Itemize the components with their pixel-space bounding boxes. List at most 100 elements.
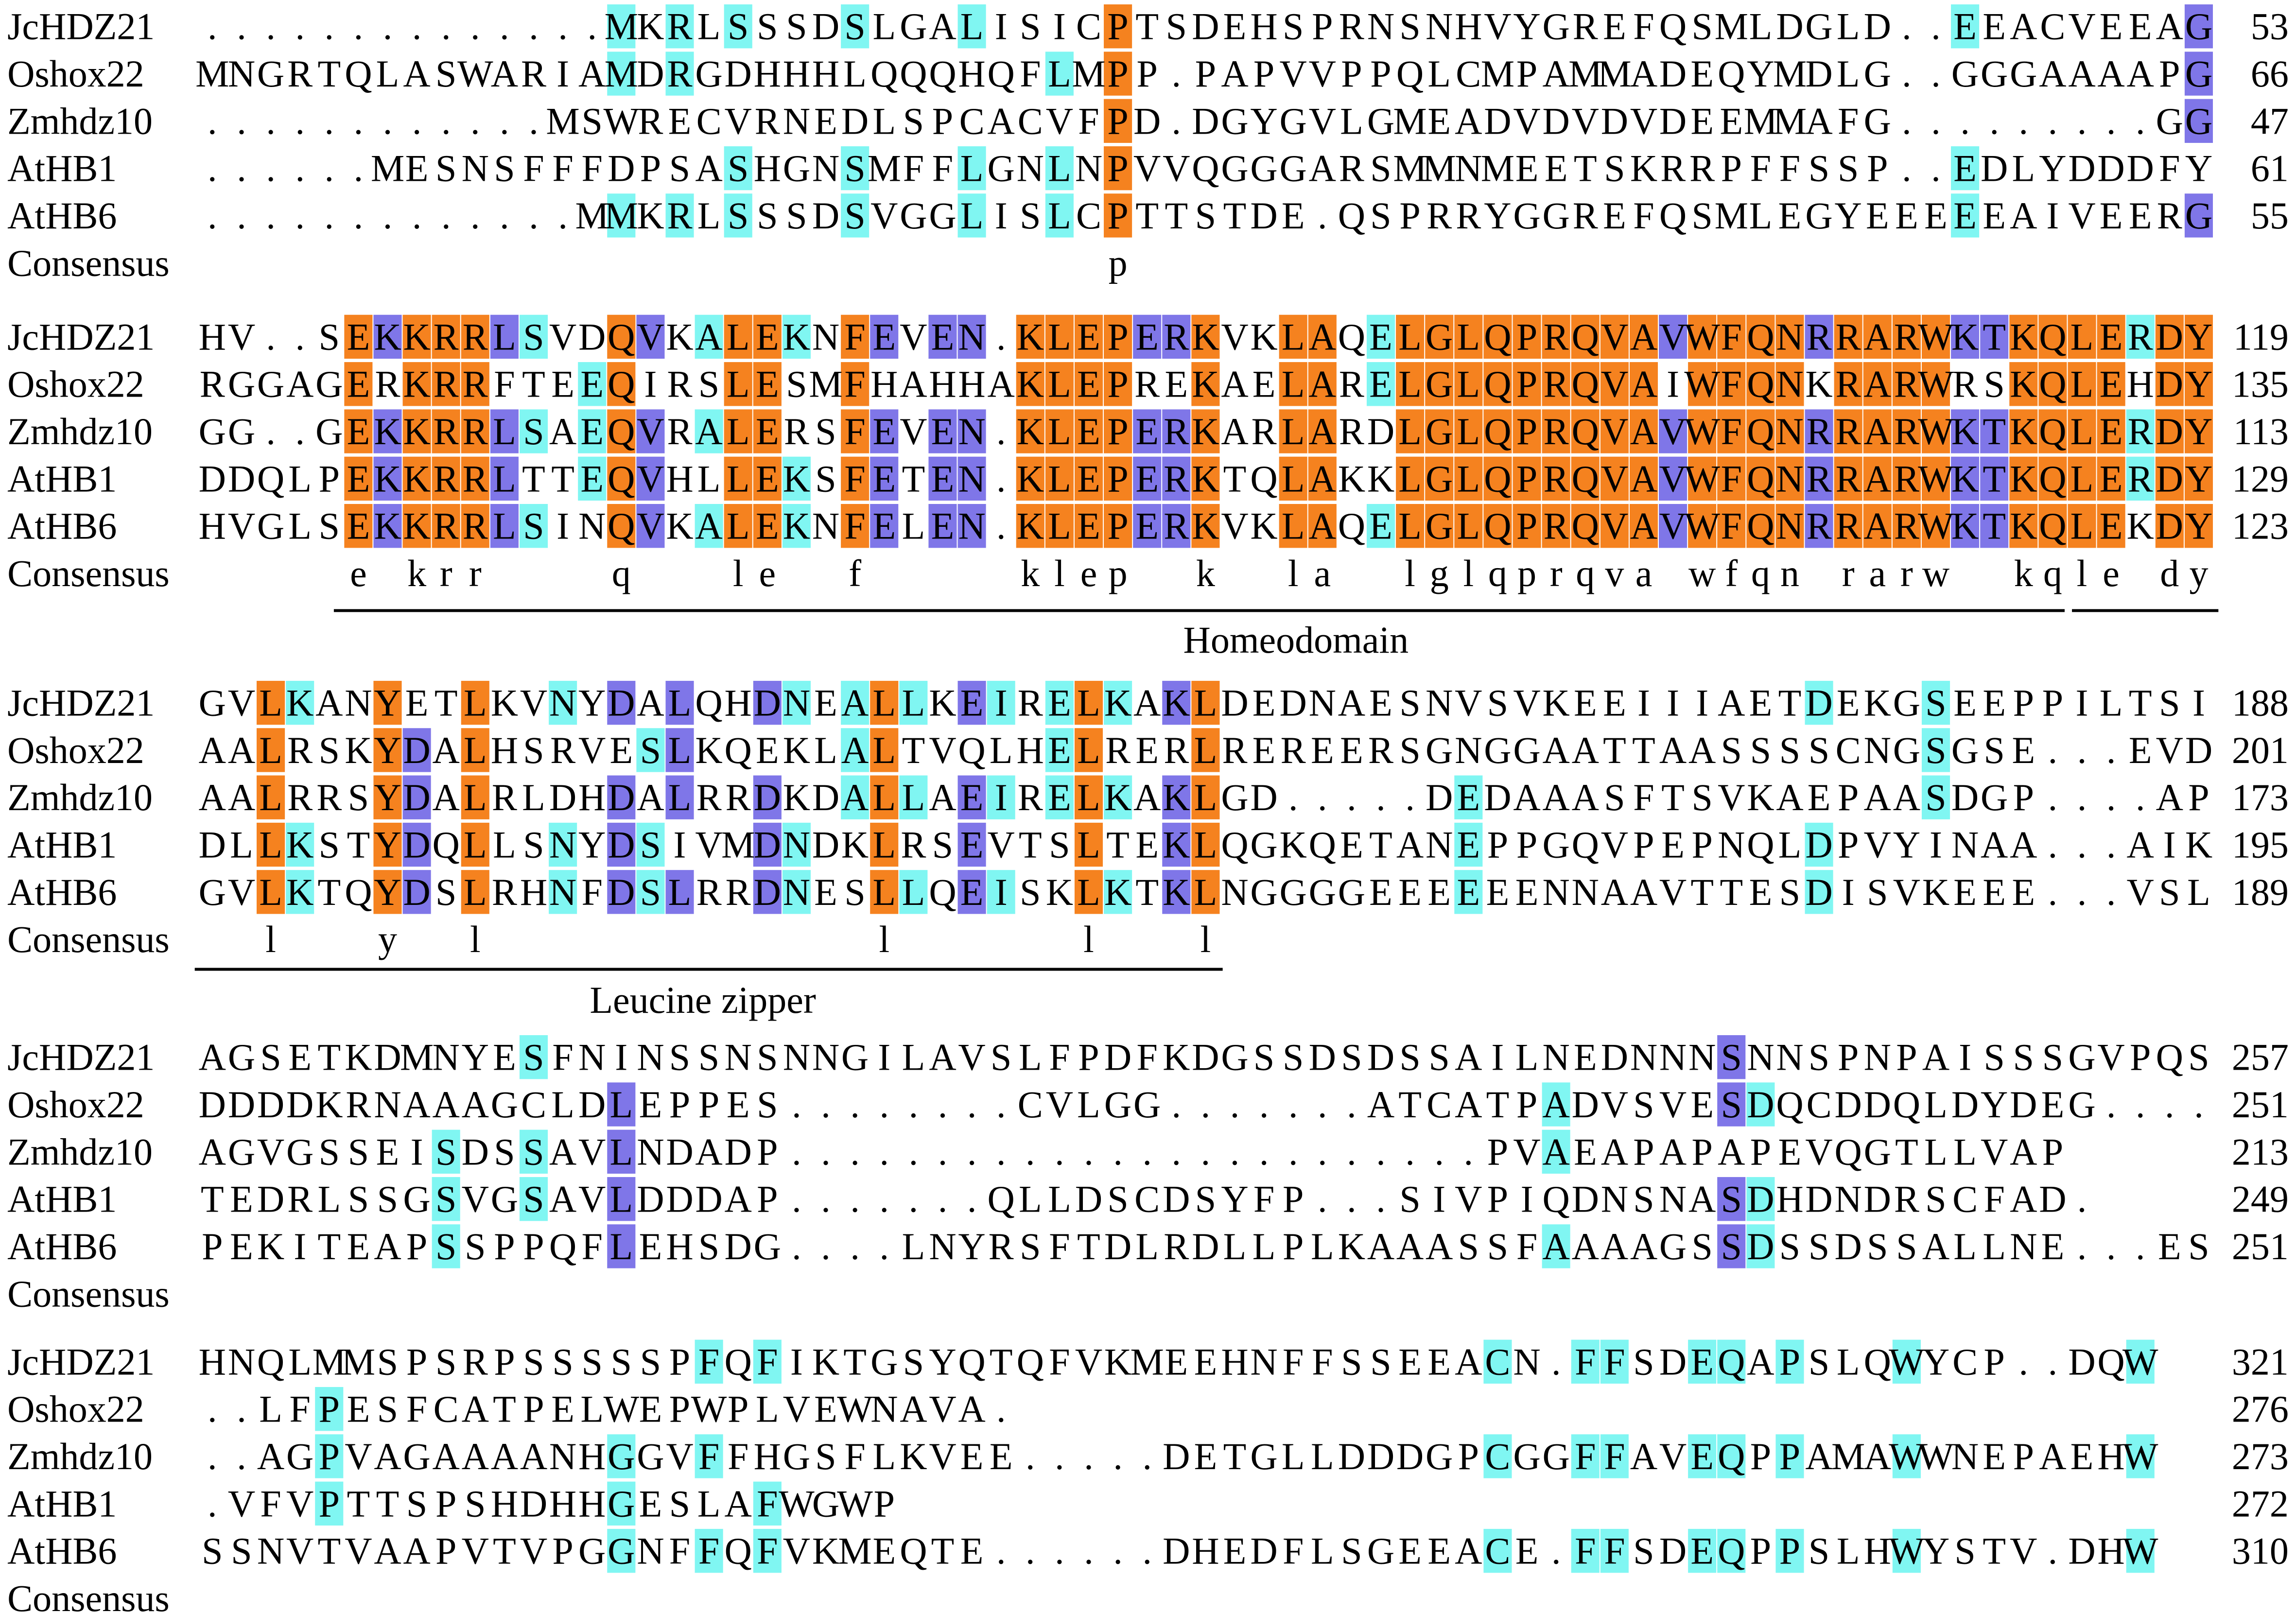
residue-count: 273	[2232, 1435, 2289, 1477]
residue-highlight	[607, 409, 636, 453]
residue-highlight	[1571, 409, 1600, 453]
residue-highlight	[373, 409, 402, 453]
residue-count: 310	[2232, 1530, 2289, 1572]
consensus: p	[208, 242, 1128, 284]
residue-highlight	[1366, 314, 1395, 359]
residue-highlight	[1483, 456, 1512, 501]
residue-highlight	[1191, 362, 1220, 406]
residue-highlight	[695, 1434, 723, 1478]
residue-highlight	[1162, 503, 1191, 548]
residue-highlight	[987, 775, 1015, 819]
residue-highlight	[1542, 409, 1570, 453]
residue-highlight	[1483, 409, 1512, 453]
residue-highlight	[2038, 362, 2067, 406]
domain-label: Leucine zipper	[590, 979, 816, 1021]
residue-highlight	[1162, 456, 1191, 501]
residue-highlight	[1308, 362, 1337, 406]
consensus: l y l l l l	[208, 918, 1211, 960]
residue-highlight	[1513, 409, 1541, 453]
residue-highlight	[519, 314, 548, 359]
residue-highlight	[1308, 409, 1337, 453]
residue-highlight	[490, 456, 519, 501]
residue-highlight	[1775, 1434, 1804, 1478]
sequence: ..LFPESFCATPELWEPWPLVEWNAVA.	[208, 1388, 1006, 1430]
residue-highlight	[1921, 728, 1950, 772]
residue-highlight	[1104, 409, 1132, 453]
sequence-name: AtHB1	[7, 457, 117, 500]
residue-highlight	[1045, 503, 1074, 548]
residue-highlight	[1688, 503, 1717, 548]
residue-highlight	[1308, 503, 1337, 548]
residue-highlight	[461, 870, 489, 914]
residue-highlight	[928, 456, 957, 501]
residue-highlight	[724, 146, 752, 191]
residue-highlight	[1104, 503, 1132, 548]
residue-highlight	[1834, 314, 1862, 359]
residue-highlight	[753, 680, 782, 725]
residue-highlight	[636, 456, 665, 501]
residue-highlight	[1133, 456, 1162, 501]
residue-highlight	[1454, 362, 1483, 406]
residue-highlight	[1162, 314, 1191, 359]
residue-highlight	[1746, 409, 1775, 453]
residue-highlight	[2126, 1434, 2155, 1478]
residue-highlight	[432, 503, 460, 548]
residue-highlight	[1074, 870, 1103, 914]
residue-highlight	[1104, 146, 1132, 191]
residue-highlight	[373, 503, 402, 548]
residue-highlight	[1980, 314, 2009, 359]
residue-highlight	[899, 870, 928, 914]
residue-highlight	[461, 775, 489, 819]
residue-highlight	[1571, 314, 1600, 359]
residue-highlight	[1600, 314, 1629, 359]
residue-highlight	[957, 822, 986, 867]
residue-highlight	[344, 456, 373, 501]
residue-highlight	[1717, 409, 1746, 453]
residue-highlight	[315, 1387, 344, 1431]
residue-highlight	[286, 870, 314, 914]
residue-highlight	[607, 456, 636, 501]
residue-highlight	[2184, 503, 2213, 548]
residue-highlight	[1483, 1528, 1512, 1573]
residue-highlight	[2097, 314, 2125, 359]
consensus: e krr q le f klep k la lglqprqva wfqn ra…	[208, 552, 2208, 594]
residue-highlight	[1542, 314, 1570, 359]
residue-highlight	[957, 314, 986, 359]
residue-highlight	[1629, 456, 1658, 501]
residue-highlight	[841, 728, 870, 772]
consensus-label: Consensus	[7, 242, 170, 284]
residue-highlight	[957, 409, 986, 453]
residue-highlight	[607, 362, 636, 406]
residue-highlight	[1425, 362, 1454, 406]
residue-highlight	[1045, 146, 1074, 191]
residue-highlight	[753, 1481, 782, 1526]
residue-highlight	[402, 503, 431, 548]
residue-highlight	[1104, 680, 1132, 725]
residue-highlight	[1074, 775, 1103, 819]
residue-highlight	[2038, 503, 2067, 548]
residue-highlight	[1045, 314, 1074, 359]
residue-highlight	[402, 775, 431, 819]
residue-highlight	[1483, 1434, 1512, 1478]
residue-count: 249	[2232, 1178, 2289, 1220]
residue-highlight	[724, 409, 752, 453]
residue-highlight	[1074, 680, 1103, 725]
sequence-name: Zmhdz10	[7, 1130, 153, 1173]
sequence-name: AtHB6	[7, 1225, 117, 1267]
residue-count: 213	[2232, 1130, 2289, 1173]
residue-highlight	[1571, 503, 1600, 548]
residue-highlight	[957, 503, 986, 548]
residue-highlight	[1921, 775, 1950, 819]
residue-highlight	[1571, 1339, 1600, 1384]
residue-highlight	[1805, 822, 1833, 867]
residue-highlight	[1775, 362, 1804, 406]
residue-highlight	[315, 1481, 344, 1526]
residue-highlight	[957, 146, 986, 191]
residue-highlight	[578, 362, 607, 406]
consensus-label: Consensus	[7, 918, 170, 960]
residue-highlight	[1162, 870, 1191, 914]
residue-highlight	[607, 1177, 636, 1221]
residue-highlight	[1104, 4, 1132, 49]
sequence: AALRRSYDALRLDHDALRRDKDALLAEIRELKAKLGD...…	[199, 776, 2209, 818]
